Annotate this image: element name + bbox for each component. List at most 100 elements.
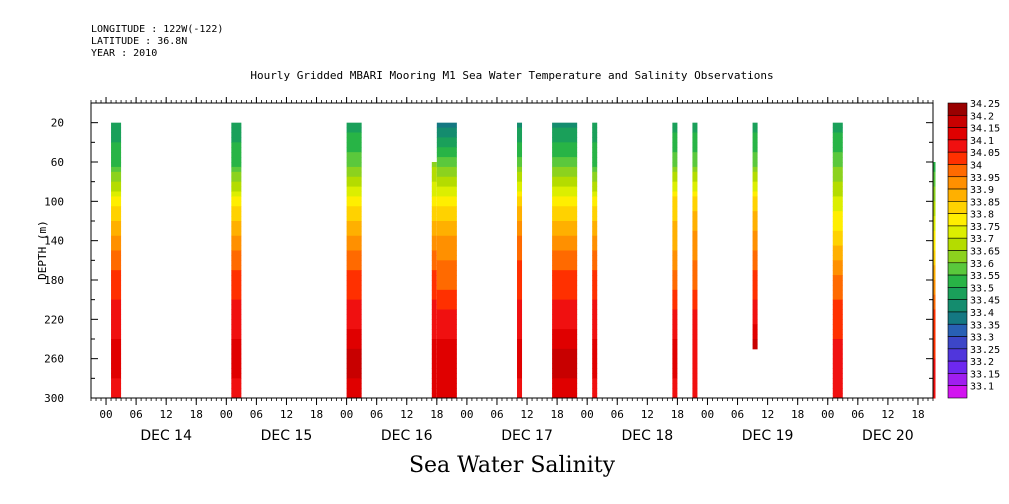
salinity-cell (692, 191, 698, 197)
salinity-cell (231, 127, 242, 133)
salinity-cell (592, 348, 598, 355)
salinity-cell (552, 137, 578, 143)
salinity-cell (111, 122, 122, 129)
salinity-cell (431, 289, 437, 296)
salinity-cell (346, 319, 362, 325)
salinity-cell (592, 191, 598, 197)
salinity-cell (517, 304, 523, 310)
salinity-cell (752, 299, 758, 306)
salinity-cell (933, 260, 936, 266)
salinity-cell (111, 299, 122, 306)
salinity-cell (436, 196, 457, 202)
salinity-cell (231, 304, 242, 310)
salinity-cell (552, 314, 578, 320)
salinity-cell (111, 265, 122, 271)
salinity-cell (431, 304, 437, 310)
salinity-cell (517, 383, 523, 389)
salinity-cell (231, 157, 242, 163)
salinity-cell (692, 280, 698, 286)
salinity-cell (517, 270, 523, 276)
salinity-cell (592, 343, 598, 350)
salinity-cell (111, 211, 122, 217)
salinity-cell (592, 289, 598, 296)
salinity-cell (552, 368, 578, 374)
salinity-cell (111, 147, 122, 153)
colorbar-label: 33.6 (970, 259, 994, 270)
salinity-cell (752, 127, 758, 133)
salinity-cell (672, 127, 678, 133)
salinity-cell (832, 216, 843, 222)
salinity-cell (517, 221, 523, 227)
salinity-cell (231, 152, 242, 158)
salinity-cell (436, 393, 457, 399)
salinity-cell (692, 142, 698, 148)
salinity-cell (933, 275, 936, 281)
salinity-cell (832, 299, 843, 306)
salinity-cell (832, 211, 843, 217)
salinity-cell (552, 206, 578, 212)
salinity-cell (832, 196, 843, 202)
salinity-cell (832, 314, 843, 320)
salinity-cell (431, 181, 437, 188)
salinity-cell (552, 245, 578, 251)
salinity-cell (346, 393, 362, 399)
salinity-cell (752, 245, 758, 251)
salinity-cell (692, 152, 698, 158)
salinity-cell (672, 157, 678, 163)
salinity-cell (231, 378, 242, 384)
salinity-cell (431, 378, 437, 384)
salinity-cell (592, 334, 598, 340)
salinity-cell (231, 353, 242, 360)
salinity-cell (552, 363, 578, 369)
salinity-cell (672, 284, 678, 291)
salinity-cell (231, 176, 242, 183)
salinity-cell (231, 319, 242, 325)
salinity-cell (431, 191, 437, 197)
salinity-cell (832, 280, 843, 286)
y-axis-label: DEPTH (m) (36, 220, 49, 280)
salinity-cell (111, 260, 122, 266)
x-tick-label: 06 (129, 408, 142, 421)
salinity-cell (672, 324, 678, 330)
salinity-cell (832, 176, 843, 183)
salinity-cell (832, 388, 843, 394)
year-label: YEAR : 2010 (91, 48, 158, 59)
salinity-cell (933, 280, 936, 286)
salinity-cell (346, 329, 362, 335)
salinity-cell (517, 265, 523, 271)
salinity-cell (592, 255, 598, 261)
salinity-cell (592, 329, 598, 335)
salinity-cell (672, 122, 678, 129)
salinity-cell (933, 206, 936, 212)
salinity-cell (231, 284, 242, 291)
salinity-cell (552, 270, 578, 276)
x-day-label: DEC 19 (742, 428, 794, 444)
salinity-cell (672, 304, 678, 310)
salinity-cell (933, 255, 936, 261)
salinity-cell (436, 319, 457, 325)
salinity-cell (692, 368, 698, 374)
salinity-cell (346, 142, 362, 148)
salinity-cell (231, 230, 242, 237)
salinity-cell (431, 230, 437, 237)
salinity-cell (436, 201, 457, 207)
colorbar-label: 33.4 (970, 308, 994, 319)
salinity-cell (592, 260, 598, 266)
salinity-cell (517, 211, 523, 217)
salinity-cell (832, 289, 843, 296)
salinity-cell (752, 201, 758, 207)
salinity-cell (832, 137, 843, 143)
salinity-cell (933, 211, 936, 217)
salinity-cell (231, 260, 242, 266)
observation-column (231, 122, 242, 399)
salinity-cell (752, 260, 758, 266)
salinity-cell (231, 348, 242, 355)
salinity-cell (111, 373, 122, 379)
salinity-cell (231, 137, 242, 143)
y-tick-label: 60 (51, 156, 64, 169)
salinity-cell (672, 373, 678, 379)
salinity-cell (431, 265, 437, 271)
salinity-cell (111, 324, 122, 330)
salinity-cell (832, 309, 843, 315)
salinity-cell (692, 245, 698, 251)
